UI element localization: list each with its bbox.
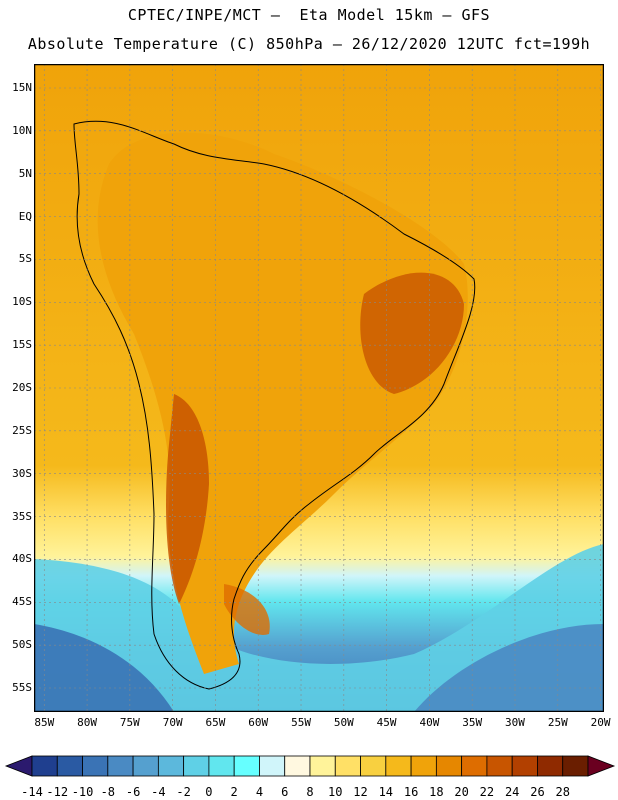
lon-label: 50W	[333, 716, 354, 729]
colorbar-label: -4	[151, 785, 166, 799]
colorbar-swatch	[360, 755, 387, 777]
colorbar-swatch	[435, 755, 463, 777]
colorbar-swatch	[385, 755, 412, 777]
chart-title: CPTEC/INPE/MCT – Eta Model 15km – GFS	[127, 6, 491, 24]
colorbar-label: 14	[378, 785, 394, 799]
lon-label: 75W	[119, 716, 140, 729]
hot-patagonia	[224, 584, 270, 635]
colorbar-label: 28	[555, 785, 570, 799]
temperature-map	[34, 64, 604, 712]
map-frame	[34, 64, 604, 712]
lat-label: 50S	[12, 638, 32, 652]
colorbar-swatch	[183, 755, 210, 777]
colorbar-swatch	[157, 755, 185, 777]
lon-label: 80W	[77, 716, 97, 729]
lon-label: 60W	[248, 716, 269, 729]
colorbar-swatch	[31, 755, 58, 777]
colorbar-swatch	[486, 755, 513, 777]
cold-ocean-deep	[34, 624, 174, 712]
colorbar-overflow-arrow	[587, 755, 616, 777]
grid-lines	[34, 64, 604, 712]
lon-label: 85W	[34, 716, 55, 729]
colorbar-label: 16	[403, 785, 419, 799]
colorbar-swatch	[334, 755, 361, 777]
lon-label: 70W	[162, 716, 183, 729]
colorbar-label: 6	[281, 785, 289, 799]
colorbar-label: 26	[530, 785, 545, 799]
lon-label: 35W	[462, 716, 483, 729]
colorbar-label: -2	[176, 785, 191, 799]
colorbar-swatch	[410, 755, 437, 777]
hot-northeast	[360, 272, 464, 394]
colorbar-label: -6	[125, 785, 141, 799]
colorbar-swatch	[107, 755, 134, 777]
colorbar-swatch	[461, 755, 488, 777]
colorbar-swatch	[562, 755, 589, 777]
lat-label: 10N	[12, 123, 32, 137]
colorbar-swatch	[284, 755, 311, 777]
colorbar-swatch	[537, 755, 564, 777]
colorbar-label: -10	[71, 785, 94, 799]
lat-label: 35S	[12, 509, 32, 523]
lat-label: EQ	[18, 209, 32, 223]
lon-label: 45W	[376, 716, 397, 729]
colorbar-swatch	[82, 755, 109, 777]
lon-label: 20W	[590, 716, 611, 729]
colorbar-label: 10	[328, 785, 343, 799]
cold-ocean-east	[414, 624, 604, 712]
cold-ocean-region	[34, 544, 604, 712]
colorbar	[4, 755, 616, 777]
colorbar-label: 8	[306, 785, 314, 799]
colorbar-swatch	[309, 755, 336, 777]
lat-label: 15N	[12, 81, 32, 94]
lat-label: 10S	[12, 295, 32, 309]
chart-subtitle: Absolute Temperature (C) 850hPa – 26/12/…	[27, 35, 591, 53]
lat-label: 30S	[12, 466, 32, 480]
colorbar-underflow-arrow	[4, 755, 33, 777]
colorbar-label: 0	[205, 785, 213, 799]
colorbar-label: 24	[504, 785, 520, 799]
lat-label: 5S	[18, 252, 32, 266]
colorbar-label: 20	[454, 785, 469, 799]
colorbar-swatch	[132, 755, 159, 777]
colorbar-swatch	[259, 755, 286, 777]
lon-label: 40W	[419, 716, 440, 729]
colorbar-label: 2	[230, 785, 238, 799]
lon-label: 30W	[505, 716, 525, 729]
lon-label: 25W	[547, 716, 568, 729]
colorbar-swatch	[233, 755, 260, 777]
lon-label: 55W	[291, 716, 311, 729]
colorbar-label: 12	[353, 785, 368, 799]
colorbar-swatch	[56, 755, 83, 777]
colorbar-label: -12	[46, 785, 69, 799]
colorbar-label: -8	[100, 785, 116, 799]
lat-label: 15S	[12, 338, 32, 352]
lat-label: 45S	[12, 595, 32, 609]
colorbar-label: 18	[429, 785, 444, 799]
lat-label: 25S	[12, 423, 32, 437]
lat-label: 20S	[12, 381, 32, 394]
colorbar-swatch	[208, 755, 235, 777]
lat-label: 40S	[12, 552, 32, 566]
coastline	[73, 120, 476, 690]
lat-label: 55S	[12, 681, 32, 694]
lon-label: 65W	[205, 716, 226, 729]
lat-label: 5N	[18, 166, 32, 180]
colorbar-swatch	[511, 755, 538, 777]
colorbar-label: -14	[21, 785, 43, 799]
colorbar-label: 22	[479, 785, 495, 799]
colorbar-label: 4	[255, 785, 264, 799]
hot-andes	[166, 394, 209, 604]
